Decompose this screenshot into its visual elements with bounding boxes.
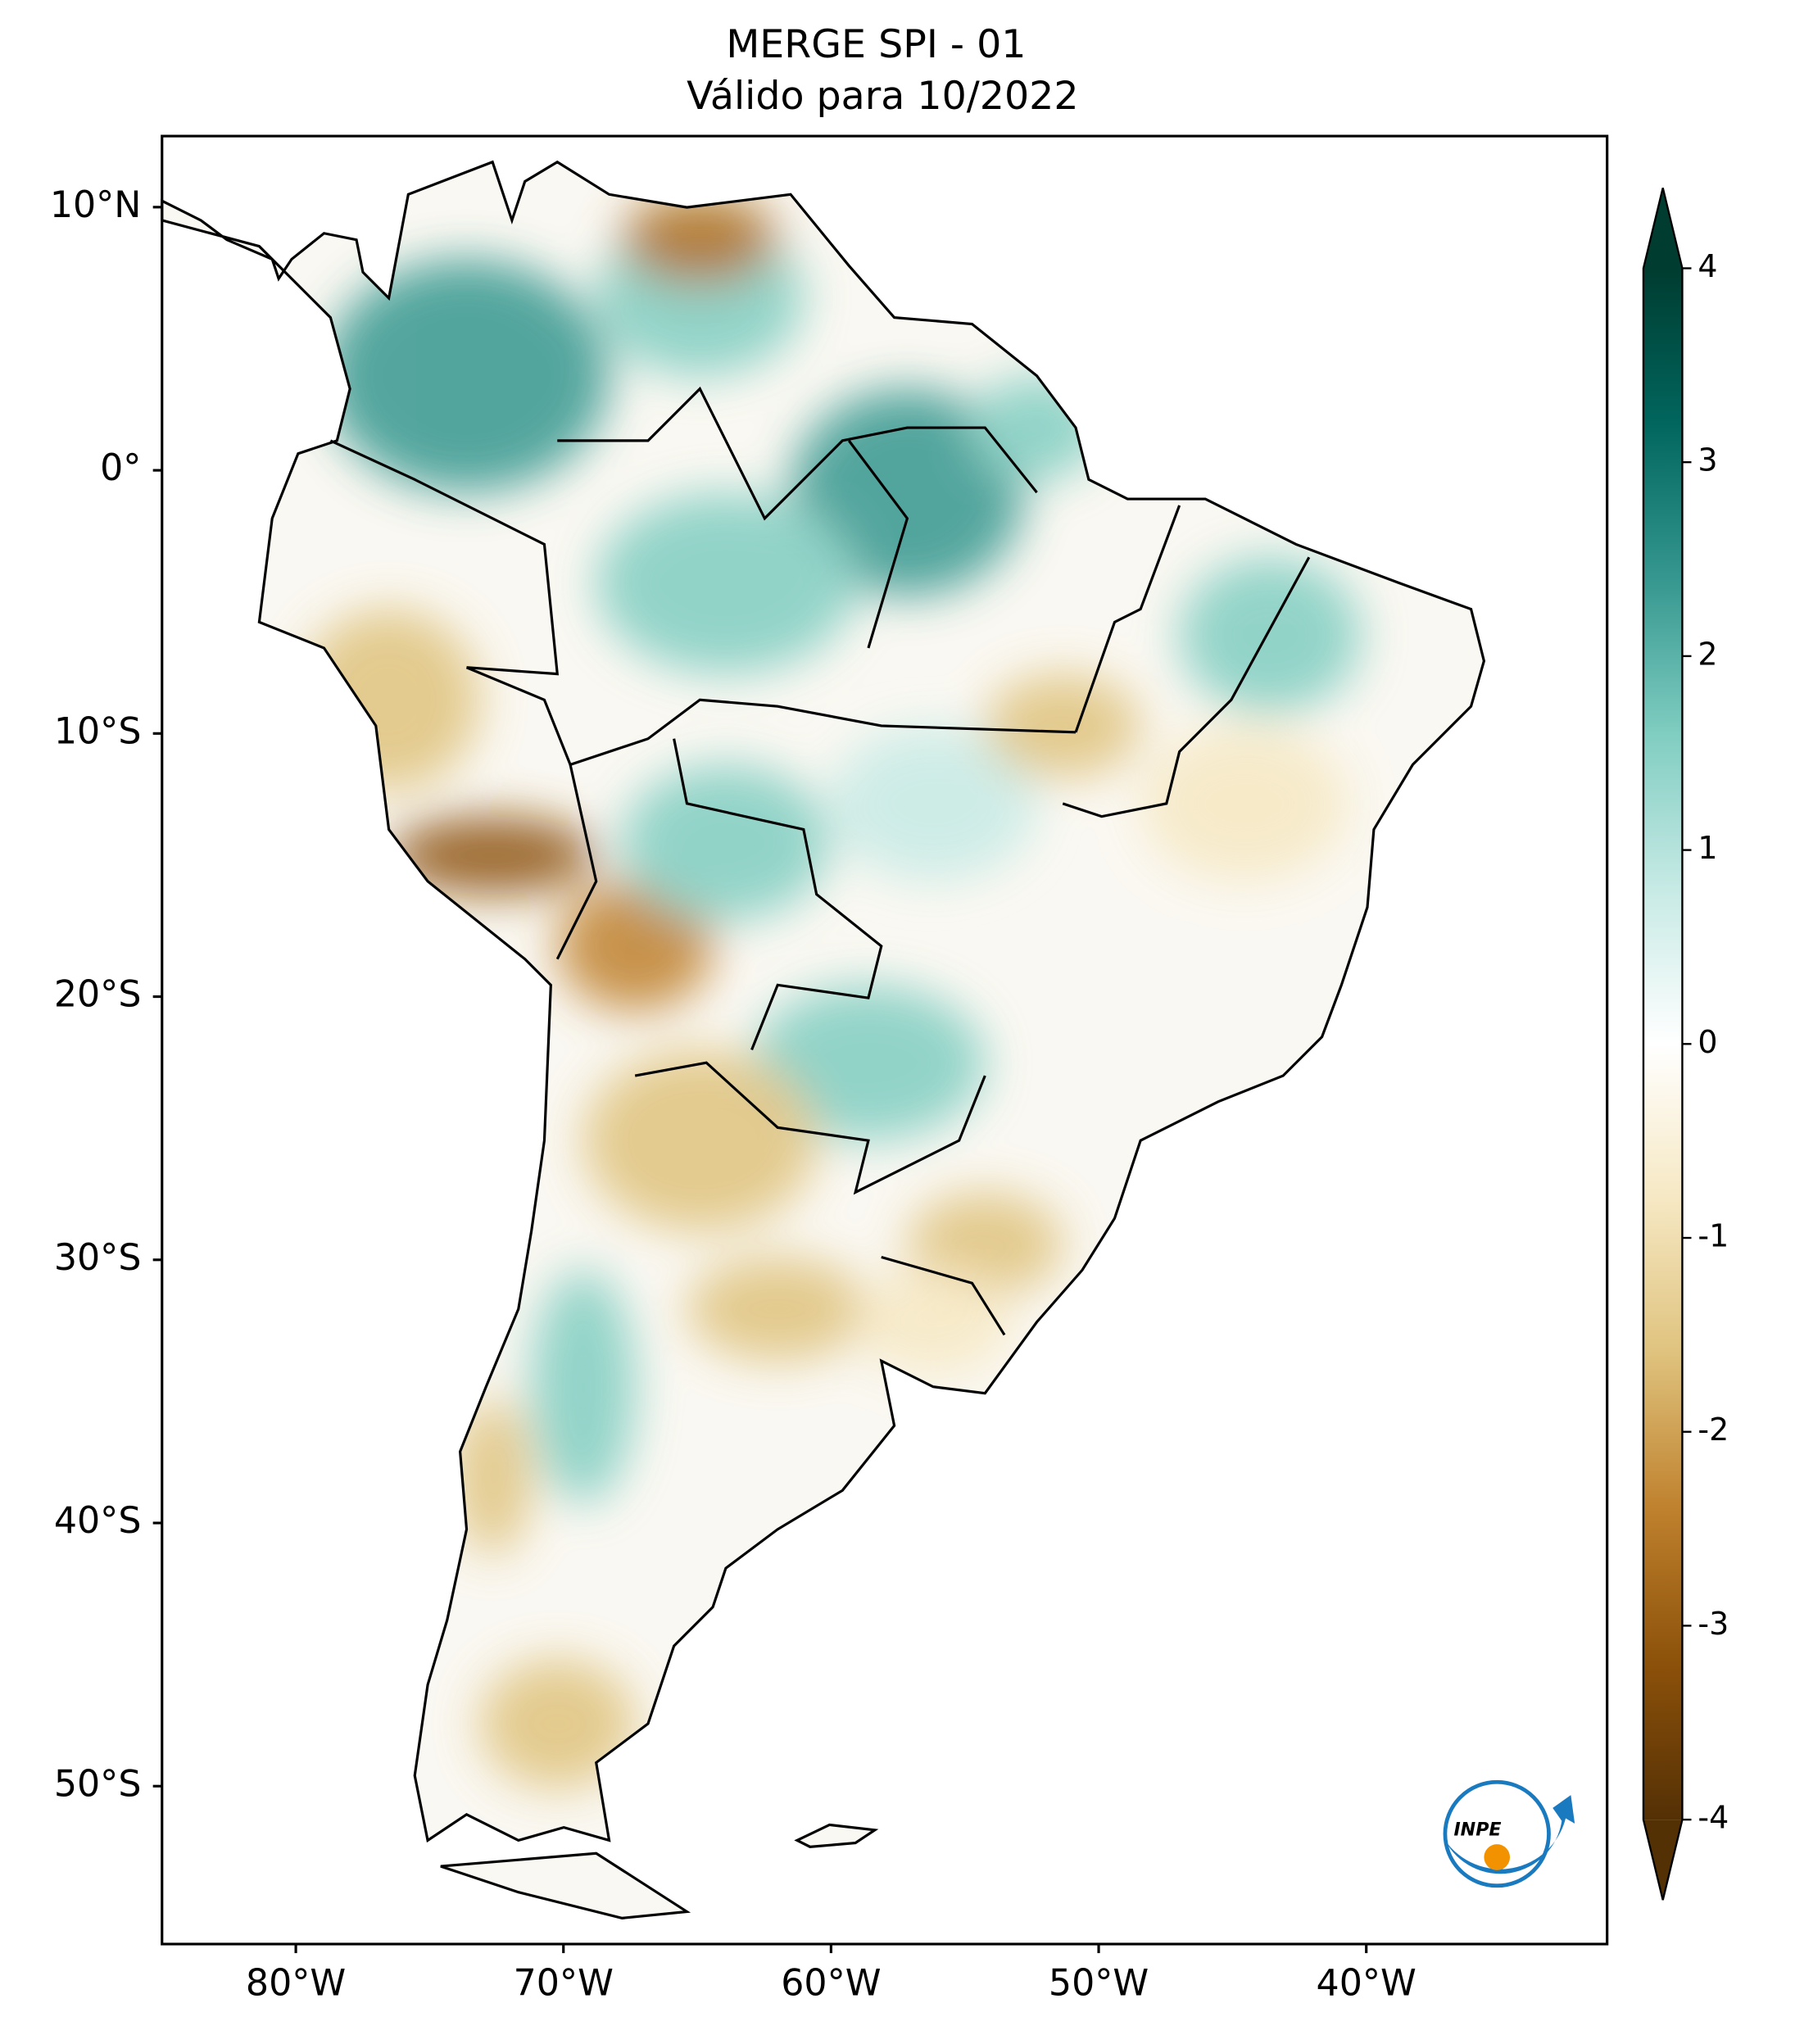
y-tick-label: 50°S <box>54 1763 142 1805</box>
colorbar-tick-label: 4 <box>1698 248 1717 284</box>
colorbar-extend-min <box>1643 1820 1683 1901</box>
y-tick-label: 10°S <box>54 710 142 752</box>
figure-content: MERGE SPI - 01 Válido para 10/2022 <box>50 22 1729 2005</box>
colorbar: -4 -3 -2 -1 0 1 2 3 4 <box>1642 188 1729 1901</box>
inpe-logo: INPE <box>1443 1779 1575 1888</box>
x-tick-label: 80°W <box>246 1963 346 2005</box>
map-title: MERGE SPI - 01 <box>726 22 1026 67</box>
colorbar-extend-max <box>1643 188 1683 269</box>
y-tick-label: 10°N <box>50 184 142 226</box>
y-tick-label: 20°S <box>54 974 142 1016</box>
colorbar-tick-label: -3 <box>1698 1606 1729 1642</box>
colorbar-tick-label: 2 <box>1698 636 1717 672</box>
colorbar-tick-label: 1 <box>1698 830 1717 866</box>
colorbar-tick-label: -2 <box>1698 1412 1729 1448</box>
y-tick-label: 30°S <box>54 1237 142 1279</box>
x-tick-label: 50°W <box>1049 1963 1149 2005</box>
plot-frame <box>161 134 1609 1946</box>
x-tick-label: 40°W <box>1317 1963 1417 2005</box>
x-tick-label: 70°W <box>514 1963 614 2005</box>
y-tick-label: 40°S <box>54 1500 142 1542</box>
logo-text: INPE <box>1453 1819 1501 1840</box>
axes: 80°W 70°W 60°W 50°W 40°W10°N0°10°S20°S30°S40… <box>50 184 1729 2005</box>
x-tick-label: 60°W <box>781 1963 881 2005</box>
y-tick-label: 0° <box>100 447 141 489</box>
map-subtitle: Válido para 10/2022 <box>687 74 1078 119</box>
colorbar-tick-label: 0 <box>1698 1024 1717 1060</box>
colorbar-tick-label: -4 <box>1698 1800 1729 1836</box>
colorbar-body <box>1643 268 1683 1820</box>
colorbar-tick-label: -1 <box>1698 1218 1729 1254</box>
borders <box>329 386 1311 1336</box>
colorbar-tick-label: 3 <box>1698 442 1717 478</box>
